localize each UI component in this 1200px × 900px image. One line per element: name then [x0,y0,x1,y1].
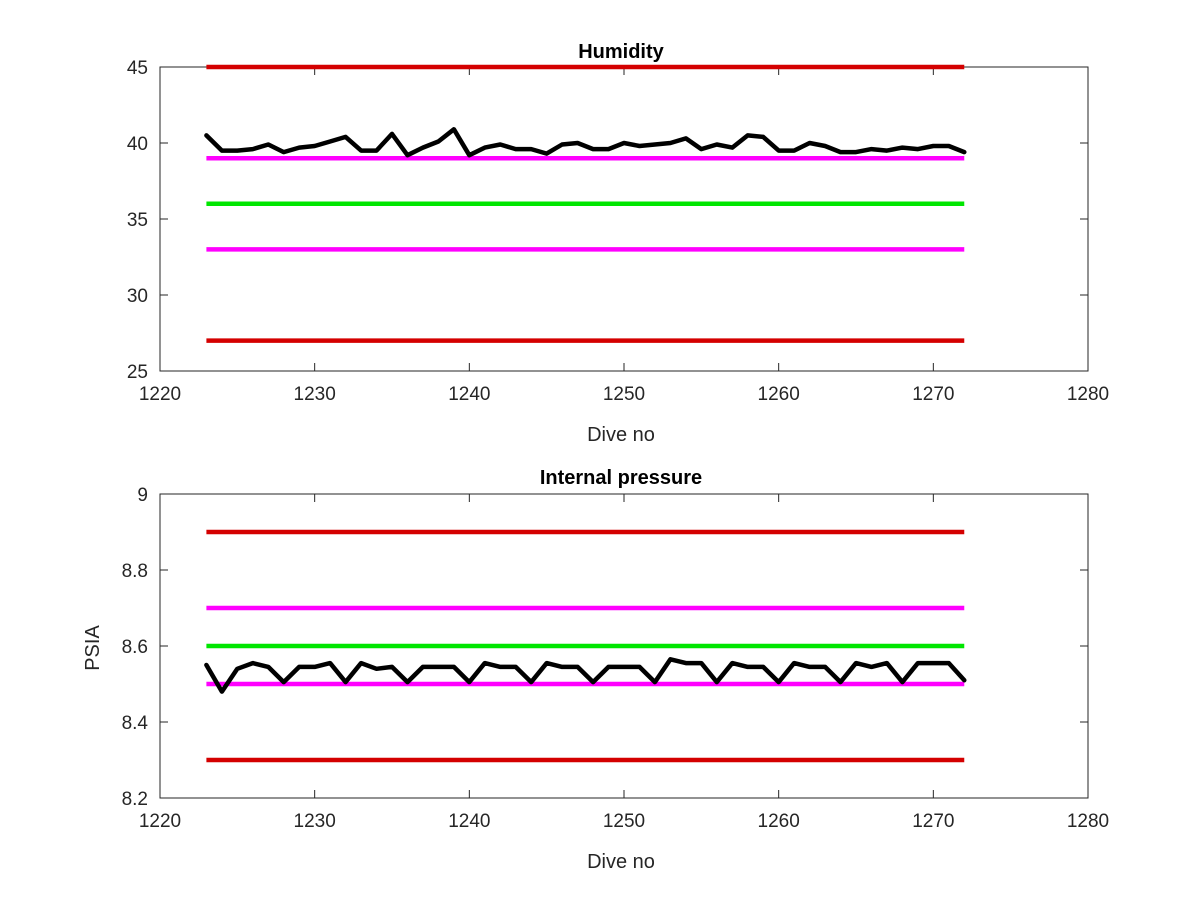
pressure-x-tick-label: 1220 [139,811,181,832]
humidity-x-axis-label: Dive no [587,424,655,446]
pressure-y-tick-label: 9 [137,485,148,506]
pressure-x-tick-label: 1240 [448,811,490,832]
pressure-panel: Internal pressure Dive no PSIA 1220 1230 1… [82,467,1109,873]
humidity-y-tick-label: 35 [127,210,148,231]
pressure-y-tick-label: 8.4 [122,713,149,734]
humidity-y-tick-label: 45 [127,58,148,79]
humidity-y-tick-label: 40 [127,134,148,155]
humidity-x-tick-label: 1260 [758,384,800,405]
humidity-x-tick-label: 1250 [603,384,645,405]
pressure-title: Internal pressure [540,467,702,489]
humidity-y-tick-label: 30 [127,286,148,307]
humidity-x-tick-label: 1270 [912,384,954,405]
humidity-x-tick-label: 1280 [1067,384,1109,405]
humidity-x-tick-label: 1220 [139,384,181,405]
pressure-x-tick-label: 1270 [912,811,954,832]
pressure-y-axis-label: PSIA [82,625,104,671]
pressure-x-tick-label: 1260 [758,811,800,832]
pressure-x-tick-label: 1280 [1067,811,1109,832]
humidity-series-line [204,127,967,158]
humidity-panel: Humidity Dive no 1220 1230 1240 1250 1260 127… [127,41,1109,446]
pressure-y-tick-label: 8.6 [122,637,148,658]
pressure-x-tick-label: 1230 [294,811,336,832]
pressure-y-tick-label: 8.2 [122,789,148,810]
humidity-y-tick-label: 25 [127,362,148,383]
pressure-x-tick-label: 1250 [603,811,645,832]
pressure-series-line [204,657,967,694]
pressure-y-tick-label: 8.8 [122,561,148,582]
pressure-x-axis-label: Dive no [587,851,655,873]
humidity-title: Humidity [578,41,664,63]
humidity-x-tick-label: 1230 [294,384,336,405]
humidity-x-tick-label: 1240 [448,384,490,405]
